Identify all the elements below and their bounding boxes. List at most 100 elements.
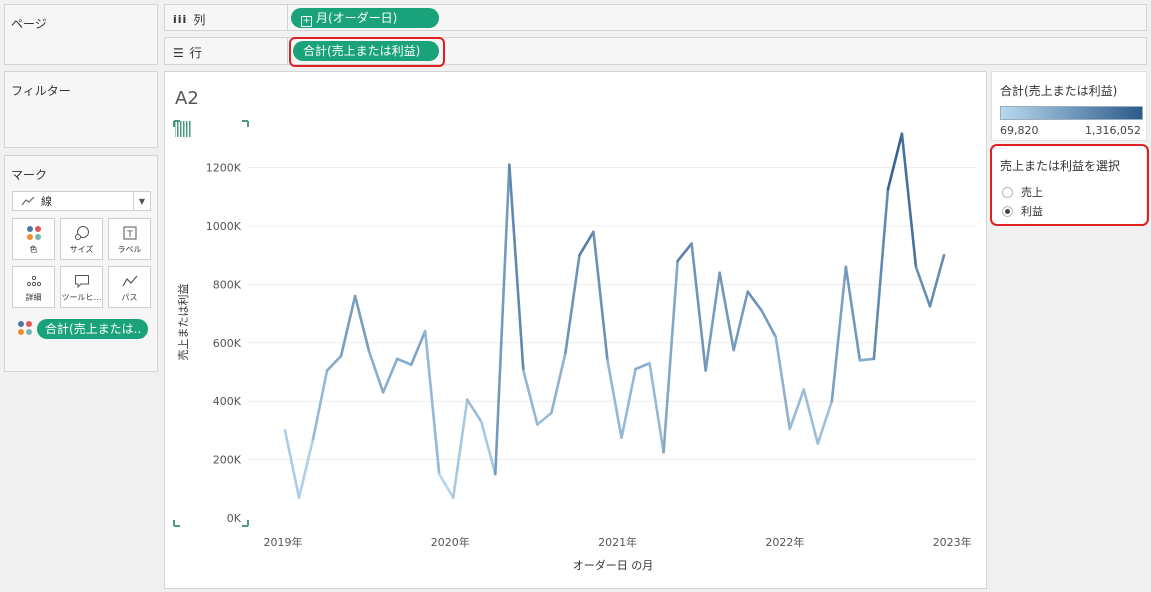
path-button[interactable]: パス bbox=[108, 266, 151, 308]
path-label: パス bbox=[121, 292, 138, 302]
line-segment[interactable] bbox=[353, 294, 371, 353]
line-segment[interactable] bbox=[508, 163, 525, 372]
line-segment[interactable] bbox=[802, 388, 820, 445]
y-tick-label: 0K bbox=[227, 512, 242, 525]
line-segment[interactable] bbox=[634, 361, 651, 371]
line-segment[interactable] bbox=[704, 271, 721, 372]
path-icon bbox=[121, 272, 138, 290]
line-segment[interactable] bbox=[690, 242, 707, 372]
detail-icon bbox=[26, 272, 42, 290]
line-segment[interactable] bbox=[788, 388, 806, 431]
line-segment[interactable] bbox=[760, 309, 778, 339]
line-icon bbox=[21, 196, 35, 206]
line-segment[interactable] bbox=[844, 265, 862, 362]
rows-icon: ☰ bbox=[173, 45, 184, 60]
columns-label: 列 bbox=[193, 13, 206, 27]
line-segment[interactable] bbox=[564, 253, 581, 355]
line-segment[interactable] bbox=[367, 350, 385, 394]
filters-panel[interactable]: フィルター bbox=[4, 71, 158, 148]
radio-option-profit[interactable]: 利益 bbox=[1002, 203, 1043, 219]
x-tick-label: 2022年 bbox=[765, 535, 804, 549]
color-label: 色 bbox=[29, 244, 38, 254]
line-segment[interactable] bbox=[536, 411, 553, 426]
detail-button[interactable]: 詳細 bbox=[12, 266, 55, 308]
line-segment[interactable] bbox=[409, 329, 427, 367]
line-chart[interactable]: 0K 200K 400K 600K 800K 1000K 1200K 2019年 2020年 20… bbox=[165, 72, 986, 588]
line-segment[interactable] bbox=[325, 354, 343, 372]
radio-label: 売上 bbox=[1021, 186, 1043, 199]
line-segment[interactable] bbox=[423, 329, 441, 476]
columns-pill-label: 月(オーダー日) bbox=[316, 11, 398, 25]
line-segment[interactable] bbox=[886, 132, 904, 191]
line-segment[interactable] bbox=[648, 361, 665, 454]
y-tick-label: 200K bbox=[213, 454, 242, 467]
filters-title: フィルター bbox=[11, 84, 71, 98]
rows-pill[interactable]: 合計(売上または利益) bbox=[293, 41, 439, 61]
line-segment[interactable] bbox=[339, 294, 357, 358]
size-label: サイズ bbox=[69, 244, 94, 254]
x-tick-label: 2019年 bbox=[264, 535, 303, 549]
line-segment[interactable] bbox=[451, 398, 469, 499]
line-segment[interactable] bbox=[311, 369, 329, 441]
radio-option-sales[interactable]: 売上 bbox=[1002, 184, 1043, 200]
chart-area: A2 0K 200K 400K 600K 800K 1000K 1200K 2019年 2020… bbox=[164, 71, 987, 589]
line-segment[interactable] bbox=[283, 429, 301, 499]
chevron-down-icon[interactable]: ▼ bbox=[133, 192, 150, 210]
rows-shelf[interactable]: ☰ 行 合計(売上または利益) bbox=[164, 37, 1147, 65]
size-button[interactable]: サイズ bbox=[60, 218, 103, 260]
columns-shelf[interactable]: iii 列 + 月(オーダー日) bbox=[164, 4, 1147, 31]
columns-pill[interactable]: + 月(オーダー日) bbox=[291, 8, 439, 28]
columns-icon: iii bbox=[173, 13, 188, 26]
mark-type-dropdown[interactable]: 線 ▼ bbox=[12, 191, 151, 211]
color-field-icon bbox=[17, 320, 33, 340]
drag-handle-icon[interactable] bbox=[175, 121, 191, 137]
line-segment[interactable] bbox=[746, 290, 764, 312]
legend-title: 合計(売上または利益) bbox=[1000, 84, 1118, 98]
line-segment[interactable] bbox=[732, 290, 750, 352]
line-segment[interactable] bbox=[578, 230, 595, 257]
y-tick-label: 800K bbox=[213, 278, 242, 291]
tooltip-label: ツールヒ… bbox=[61, 292, 102, 302]
line-segment[interactable] bbox=[676, 242, 693, 263]
line-segment[interactable] bbox=[816, 399, 834, 445]
size-icon bbox=[74, 224, 90, 242]
line-segment[interactable] bbox=[297, 437, 315, 499]
line-segment[interactable] bbox=[592, 230, 609, 362]
radio-button-selected[interactable] bbox=[1002, 205, 1013, 217]
line-segment[interactable] bbox=[395, 357, 413, 367]
line-segment[interactable] bbox=[437, 472, 455, 499]
line-segment[interactable] bbox=[830, 265, 848, 403]
detail-label: 詳細 bbox=[25, 292, 42, 302]
line-segment[interactable] bbox=[858, 357, 876, 362]
line-segment[interactable] bbox=[914, 265, 932, 308]
x-tick-label: 2020年 bbox=[431, 535, 470, 549]
parameter-title: 売上または利益を選択 bbox=[1000, 159, 1121, 173]
line-segment[interactable] bbox=[479, 420, 497, 476]
expand-plus-icon[interactable]: + bbox=[301, 16, 312, 27]
line-segment[interactable] bbox=[928, 253, 946, 308]
line-segment[interactable] bbox=[872, 188, 890, 361]
line-segment[interactable] bbox=[662, 259, 679, 454]
radio-button[interactable] bbox=[1002, 186, 1013, 198]
tooltip-button[interactable]: ツールヒ… bbox=[60, 266, 103, 308]
pages-panel[interactable]: ページ bbox=[4, 4, 158, 65]
line-segment[interactable] bbox=[465, 398, 483, 423]
line-segment[interactable] bbox=[620, 367, 637, 440]
line-segment[interactable] bbox=[522, 369, 539, 426]
line-segment[interactable] bbox=[606, 359, 623, 440]
line-segment[interactable] bbox=[774, 335, 792, 431]
legend-gradient-bar bbox=[1000, 106, 1143, 120]
line-segment[interactable] bbox=[550, 351, 567, 415]
color-field-pill[interactable]: 合計(売上または.. bbox=[37, 319, 148, 339]
marks-title: マーク bbox=[11, 168, 48, 182]
y-tick-label: 1200K bbox=[206, 162, 242, 175]
color-legend[interactable]: 合計(売上または利益) 69,820 1,316,052 bbox=[991, 71, 1147, 141]
y-axis-title: 売上または利益 bbox=[176, 284, 190, 361]
line-segment[interactable] bbox=[718, 271, 735, 352]
line-segment[interactable] bbox=[900, 132, 918, 269]
y-tick-label: 400K bbox=[213, 395, 242, 408]
label-button[interactable]: T ラベル bbox=[108, 218, 151, 260]
line-segment[interactable] bbox=[494, 163, 511, 476]
line-segment[interactable] bbox=[381, 357, 399, 394]
color-button[interactable]: 色 bbox=[12, 218, 55, 260]
